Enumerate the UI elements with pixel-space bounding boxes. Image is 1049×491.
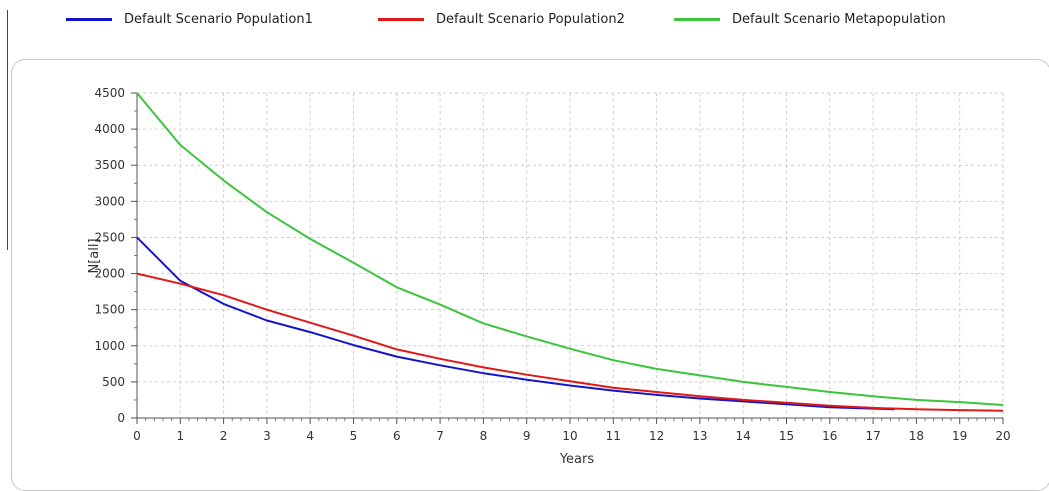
y-tick-label: 0 xyxy=(117,411,125,425)
legend-swatch-metapopulation xyxy=(674,17,720,21)
left-divider-line xyxy=(7,10,8,250)
x-tick-label: 0 xyxy=(133,429,141,443)
y-tick-label: 500 xyxy=(102,375,125,389)
legend-item-metapopulation: Default Scenario Metapopulation xyxy=(674,8,946,30)
x-tick-label: 13 xyxy=(692,429,707,443)
x-tick-label: 18 xyxy=(909,429,924,443)
x-tick-label: 12 xyxy=(649,429,664,443)
y-tick-label: 4500 xyxy=(94,86,125,100)
axes xyxy=(131,92,1004,424)
x-tick-label: 7 xyxy=(436,429,444,443)
y-tick-label: 1000 xyxy=(94,339,125,353)
x-tick-label: 10 xyxy=(562,429,577,443)
legend-swatch-population2 xyxy=(378,17,424,21)
x-tick-label: 3 xyxy=(263,429,271,443)
x-tick-label: 19 xyxy=(952,429,967,443)
x-tick-label: 11 xyxy=(606,429,621,443)
y-axis-title: N[all] xyxy=(87,238,102,273)
x-tick-label: 4 xyxy=(306,429,314,443)
legend-label-population2: Default Scenario Population2 xyxy=(436,11,625,27)
x-tick-label: 16 xyxy=(822,429,837,443)
x-tick-label: 1 xyxy=(176,429,184,443)
series-lines xyxy=(136,92,1004,412)
x-tick-label: 9 xyxy=(523,429,531,443)
legend-item-population1: Default Scenario Population1 xyxy=(66,8,313,30)
x-tick-label: 2 xyxy=(220,429,228,443)
x-axis-title: Years xyxy=(559,452,595,467)
x-tick-label: 17 xyxy=(865,429,880,443)
legend-label-population1: Default Scenario Population1 xyxy=(124,11,313,27)
x-tick-label: 6 xyxy=(393,429,401,443)
x-tick-label: 5 xyxy=(350,429,358,443)
chart-panel xyxy=(11,59,1049,491)
legend-label-metapopulation: Default Scenario Metapopulation xyxy=(732,11,946,27)
grid-lines xyxy=(137,92,1004,418)
y-tick-label: 1500 xyxy=(94,303,125,317)
x-tick-label: 20 xyxy=(995,429,1010,443)
x-tick-label: 14 xyxy=(736,429,751,443)
y-tick-label: 3500 xyxy=(94,158,125,172)
legend-swatch-population1 xyxy=(66,17,112,21)
y-tick-label: 3000 xyxy=(94,194,125,208)
x-tick-label: 8 xyxy=(480,429,488,443)
x-tick-label: 15 xyxy=(779,429,794,443)
legend-item-population2: Default Scenario Population2 xyxy=(378,8,625,30)
series-line-metapopulation xyxy=(136,92,1004,406)
y-tick-label: 4000 xyxy=(94,122,125,136)
chart-legend: Default Scenario Population1 Default Sce… xyxy=(0,0,1049,40)
series-line-population2 xyxy=(136,272,1004,412)
y-tick-label: 2000 xyxy=(94,267,125,281)
series-line-population1 xyxy=(136,236,895,411)
y-tick-label: 2500 xyxy=(94,230,125,244)
tick-labels: 0 1 2 3 4 5 6 7 8 9 10 11 12 13 14 15 16 17 18 19 2005001000… xyxy=(94,86,1010,443)
